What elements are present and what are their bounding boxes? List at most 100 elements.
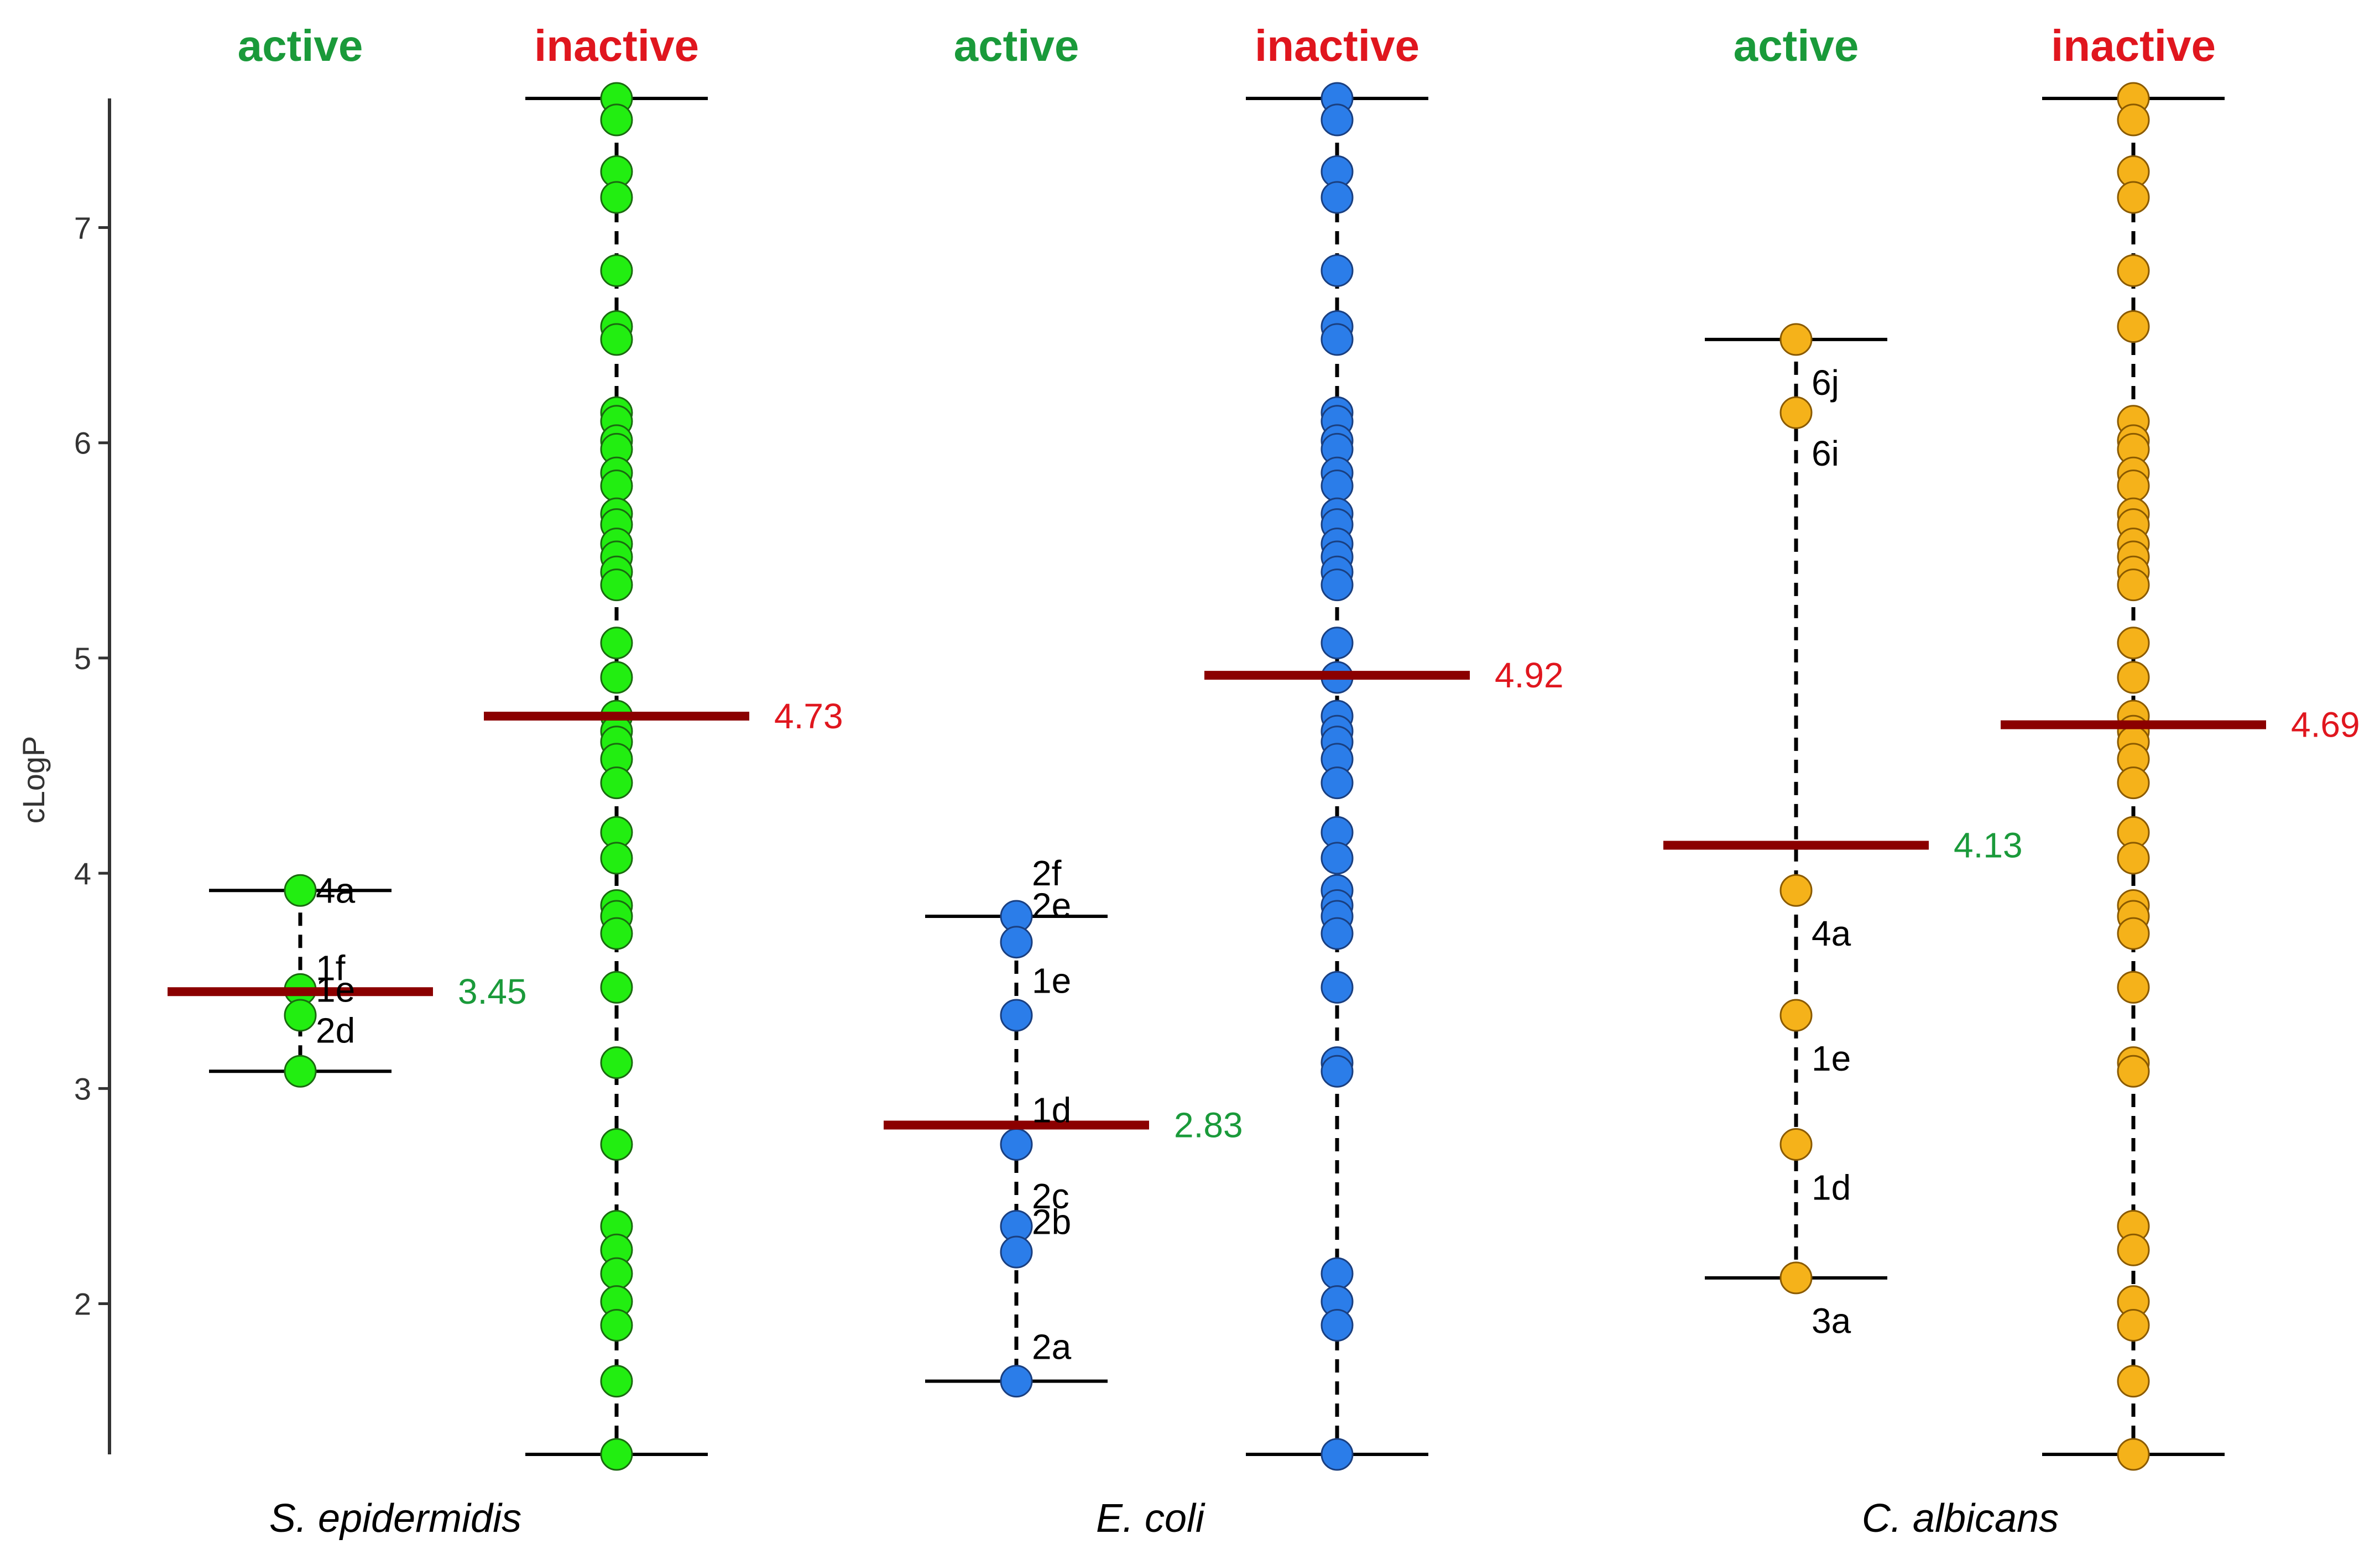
data-point bbox=[600, 1128, 633, 1161]
y-tick-label: 3 bbox=[74, 1071, 91, 1106]
panel-2: active 4.13 6j 6i 4a 1e 1d 3a inactive 4.69 C. alb… bbox=[1663, 21, 2360, 1541]
data-point bbox=[1321, 1257, 1354, 1290]
inactive-group: inactive 4.92 bbox=[1204, 21, 1564, 1471]
compound-label: 1e bbox=[1812, 1039, 1851, 1078]
data-point bbox=[1000, 926, 1033, 959]
data-point bbox=[1321, 1055, 1354, 1088]
inactive-title: inactive bbox=[1255, 21, 1419, 70]
data-point bbox=[1779, 1261, 1813, 1295]
data-point bbox=[2117, 627, 2150, 660]
data-point bbox=[2117, 254, 2150, 287]
data-point bbox=[600, 971, 633, 1004]
data-point bbox=[2117, 661, 2150, 694]
y-tick-label: 6 bbox=[74, 426, 91, 461]
data-point bbox=[600, 766, 633, 800]
compound-label: 4a bbox=[316, 870, 356, 910]
compound-label: 3a bbox=[1812, 1301, 1851, 1341]
compound-label: 2e bbox=[1032, 886, 1071, 926]
data-point bbox=[1321, 971, 1354, 1004]
inactive-group: inactive 4.73 bbox=[484, 21, 843, 1471]
inactive-group: inactive 4.69 bbox=[2001, 21, 2360, 1471]
median-value-label: 4.92 bbox=[1495, 655, 1564, 695]
data-point bbox=[600, 181, 633, 214]
compound-label: 1d bbox=[1032, 1090, 1071, 1130]
data-point bbox=[284, 874, 317, 907]
data-point bbox=[600, 1365, 633, 1398]
median-value-label: 4.73 bbox=[774, 696, 843, 736]
compound-label: 4a bbox=[1812, 914, 1851, 953]
compound-label: 2f bbox=[1032, 853, 1062, 893]
data-point bbox=[600, 103, 633, 137]
compound-label: 2d bbox=[316, 1010, 355, 1050]
data-point bbox=[1000, 1365, 1033, 1398]
data-point bbox=[600, 842, 633, 875]
data-point bbox=[2117, 103, 2150, 137]
data-point bbox=[1000, 999, 1033, 1032]
active-title: active bbox=[1734, 21, 1859, 70]
compound-label: 1f bbox=[316, 948, 346, 988]
y-tick-label: 4 bbox=[74, 856, 91, 891]
data-point bbox=[1000, 1235, 1033, 1269]
data-point bbox=[1321, 568, 1354, 602]
data-point bbox=[1321, 917, 1354, 950]
inactive-title: inactive bbox=[2051, 21, 2216, 70]
data-point bbox=[1321, 627, 1354, 660]
median-value-label: 4.13 bbox=[1954, 826, 2023, 865]
data-point bbox=[2117, 1055, 2150, 1088]
y-axis-title: cLogP bbox=[16, 736, 51, 824]
data-point bbox=[2117, 766, 2150, 800]
compound-label: 6i bbox=[1812, 434, 1839, 473]
median-value-label: 2.83 bbox=[1174, 1105, 1243, 1145]
data-point bbox=[2117, 1308, 2150, 1342]
data-point bbox=[1321, 842, 1354, 875]
data-point bbox=[600, 323, 633, 356]
active-group: active 4.13 6j 6i 4a 1e 1d 3a bbox=[1663, 21, 2023, 1341]
data-point bbox=[600, 469, 633, 503]
compound-label: 1e bbox=[1032, 961, 1071, 1001]
compound-label: 1d bbox=[1812, 1167, 1851, 1207]
data-point bbox=[1321, 254, 1354, 287]
data-point bbox=[600, 627, 633, 660]
organism-title: S. epidermidis bbox=[269, 1496, 521, 1541]
active-title: active bbox=[954, 21, 1079, 70]
data-point bbox=[2117, 469, 2150, 503]
data-point bbox=[1321, 1308, 1354, 1342]
data-point bbox=[1321, 469, 1354, 503]
data-point bbox=[2117, 1438, 2150, 1471]
data-point bbox=[600, 1308, 633, 1342]
data-point bbox=[1779, 323, 1813, 356]
data-point bbox=[2117, 568, 2150, 602]
data-point bbox=[600, 1046, 633, 1079]
data-point bbox=[600, 661, 633, 694]
data-point bbox=[600, 1257, 633, 1290]
data-point bbox=[600, 568, 633, 602]
active-title: active bbox=[238, 21, 363, 70]
inactive-title: inactive bbox=[534, 21, 699, 70]
data-point bbox=[1000, 1128, 1033, 1161]
y-tick-label: 5 bbox=[74, 641, 91, 676]
data-point bbox=[600, 254, 633, 287]
data-point bbox=[600, 1438, 633, 1471]
median-value-label: 4.69 bbox=[2291, 705, 2360, 745]
y-tick-label: 2 bbox=[74, 1287, 91, 1322]
data-point bbox=[1321, 766, 1354, 800]
data-point bbox=[2117, 917, 2150, 950]
data-point bbox=[1779, 999, 1813, 1032]
data-point bbox=[2117, 1233, 2150, 1266]
median-value-label: 3.45 bbox=[458, 972, 527, 1011]
compound-label: 2c bbox=[1032, 1176, 1069, 1216]
data-point bbox=[1779, 1128, 1813, 1161]
data-point bbox=[1779, 396, 1813, 429]
compound-label: 6j bbox=[1812, 363, 1839, 403]
organism-title: C. albicans bbox=[1862, 1496, 2059, 1541]
data-point bbox=[2117, 971, 2150, 1004]
data-point bbox=[1321, 323, 1354, 356]
data-point bbox=[1321, 1438, 1354, 1471]
organism-title: E. coli bbox=[1096, 1496, 1205, 1541]
compound-label: 2b bbox=[1032, 1202, 1071, 1242]
data-point bbox=[600, 917, 633, 950]
compound-label: 1e bbox=[316, 969, 355, 1009]
